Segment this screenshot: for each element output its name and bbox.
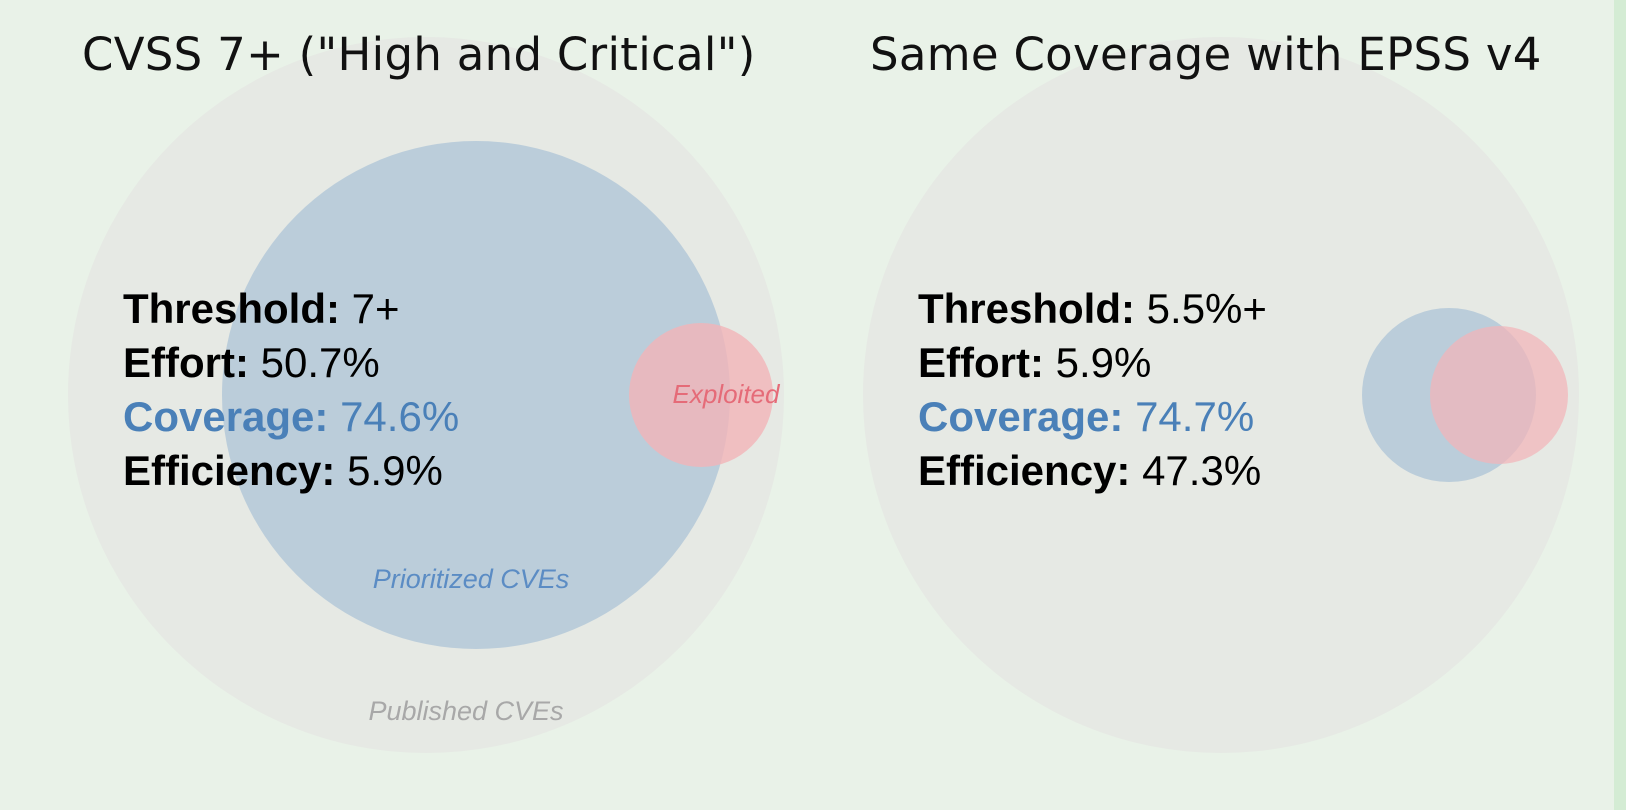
right-edge-strip: [1614, 0, 1626, 810]
stat-coverage-value: 74.6%: [328, 393, 460, 440]
panel-title-cvss: CVSS 7+ ("High and Critical"): [82, 28, 756, 81]
exploited-circle-left: [629, 323, 773, 467]
stat-efficiency-key: Efficiency:: [123, 447, 336, 494]
stat-coverage-key: Coverage:: [918, 393, 1124, 440]
stat-threshold-key: Threshold:: [918, 285, 1135, 332]
stats-block-cvss: Threshold: 7+ Effort: 50.7% Coverage: 74…: [123, 282, 459, 498]
stat-effort: Effort: 5.9%: [918, 336, 1267, 390]
stat-threshold-value: 7+: [340, 285, 400, 332]
stat-coverage: Coverage: 74.7%: [918, 390, 1267, 444]
exploited-circle-right: [1430, 326, 1568, 464]
stat-threshold-value: 5.5%+: [1135, 285, 1267, 332]
stat-threshold: Threshold: 5.5%+: [918, 282, 1267, 336]
stat-effort-value: 5.9%: [1043, 339, 1152, 386]
exploited-label: Exploited: [673, 379, 781, 409]
stat-efficiency-value: 5.9%: [335, 447, 443, 494]
stat-threshold-key: Threshold:: [123, 285, 340, 332]
stat-coverage-key: Coverage:: [123, 393, 329, 440]
stat-coverage-value: 74.7%: [1123, 393, 1255, 440]
stat-effort-key: Effort:: [123, 339, 249, 386]
published-cves-label: Published CVEs: [368, 696, 563, 726]
stat-coverage: Coverage: 74.6%: [123, 390, 459, 444]
published-cves-circle-right: [863, 37, 1579, 753]
panel-title-epss: Same Coverage with EPSS v4: [870, 28, 1542, 81]
stat-effort: Effort: 50.7%: [123, 336, 459, 390]
stat-efficiency-key: Efficiency:: [918, 447, 1131, 494]
stat-threshold: Threshold: 7+: [123, 282, 459, 336]
prioritized-cves-label: Prioritized CVEs: [373, 564, 570, 594]
stat-effort-value: 50.7%: [248, 339, 380, 386]
stat-efficiency: Efficiency: 5.9%: [123, 444, 459, 498]
stats-block-epss: Threshold: 5.5%+ Effort: 5.9% Coverage: …: [918, 282, 1267, 498]
stat-efficiency: Efficiency: 47.3%: [918, 444, 1267, 498]
prioritized-cves-circle-left: [222, 141, 730, 649]
stat-effort-key: Effort:: [918, 339, 1044, 386]
stat-efficiency-value: 47.3%: [1130, 447, 1262, 494]
